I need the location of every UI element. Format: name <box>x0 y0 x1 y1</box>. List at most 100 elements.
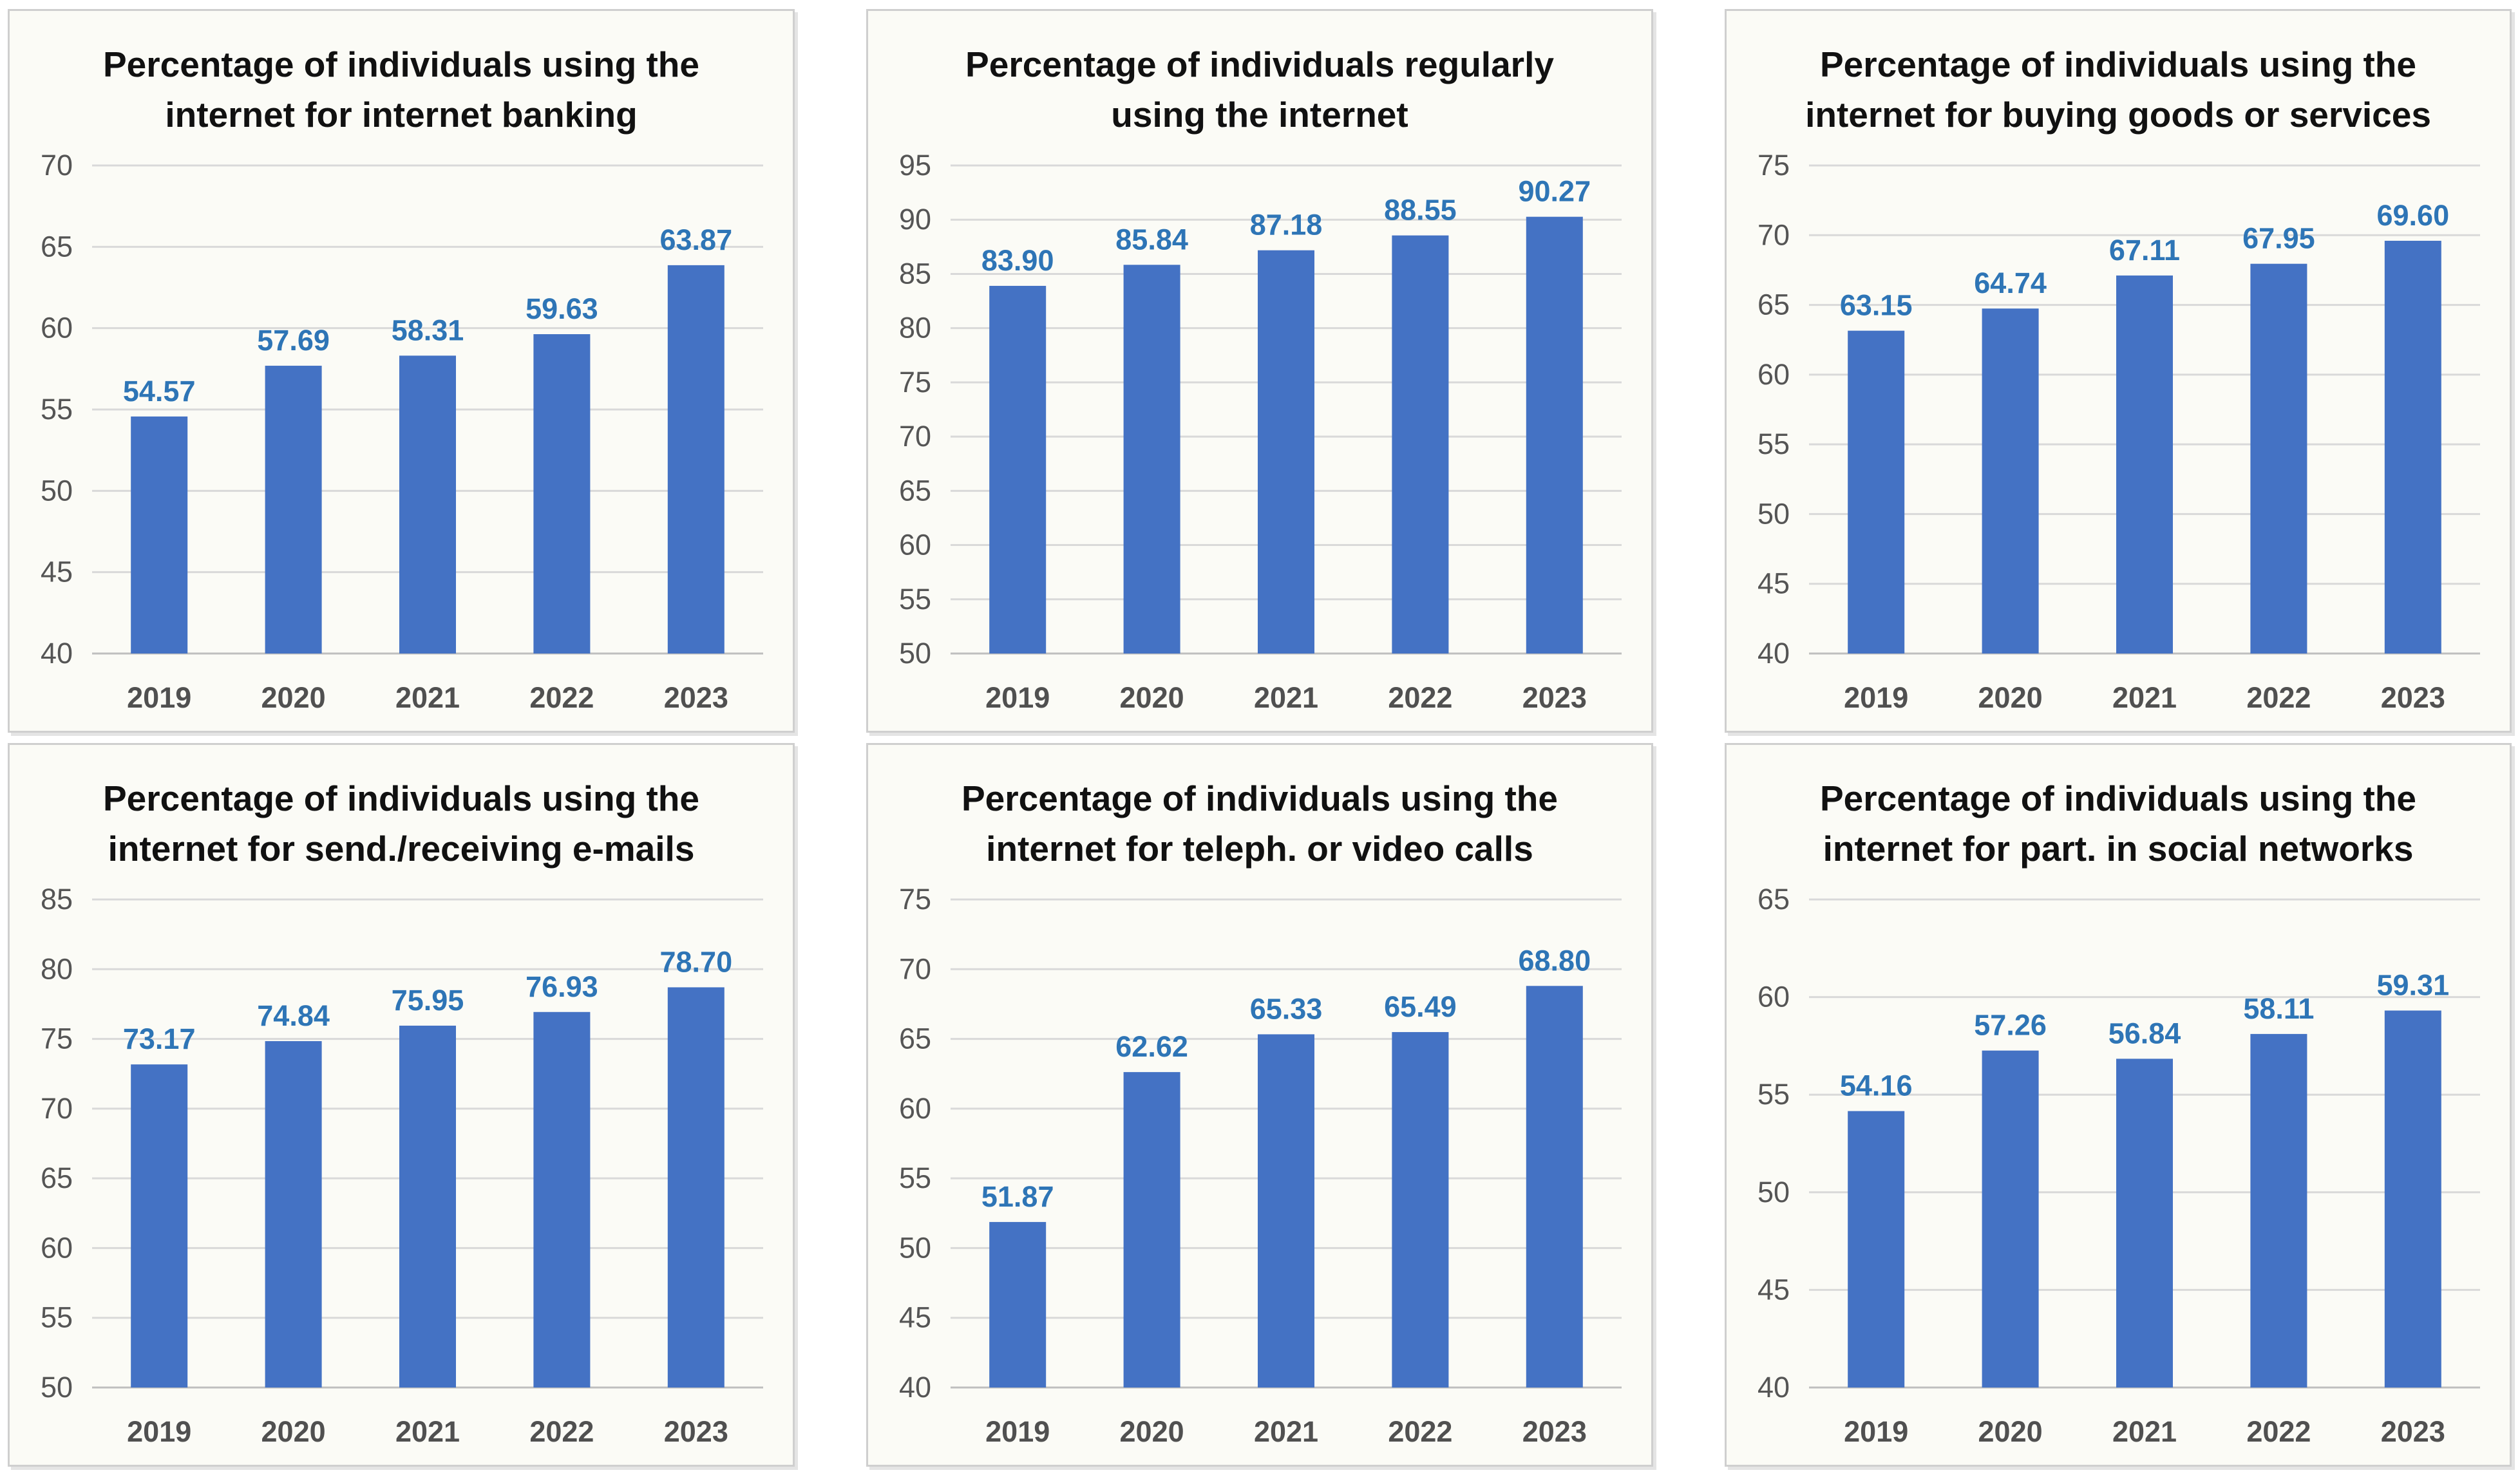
bar-2019 <box>131 1064 188 1388</box>
data-label-2019: 83.90 <box>981 244 1054 277</box>
bar-2021 <box>2116 1058 2173 1388</box>
chart-title: Percentage of individuals using the inte… <box>1752 773 2484 874</box>
y-tick-label: 50 <box>899 1231 931 1264</box>
x-tick-label-2022: 2022 <box>1388 681 1452 714</box>
chart-title-line-1: Percentage of individuals using the <box>961 778 1558 818</box>
x-tick-label-2019: 2019 <box>985 681 1050 714</box>
y-tick-label: 60 <box>899 1092 931 1125</box>
x-tick-label-2023: 2023 <box>2381 681 2445 714</box>
data-label-2023: 90.27 <box>1518 175 1591 208</box>
chart-title-line-1: Percentage of individuals using the <box>1819 778 2416 818</box>
data-label-2023: 68.80 <box>1518 944 1591 977</box>
data-label-2019: 54.57 <box>123 375 196 408</box>
chart-panel-social-networks: Percentage of individuals using the inte… <box>1725 743 2512 1467</box>
data-label-2023: 63.87 <box>659 223 732 256</box>
bar-2022 <box>2250 263 2307 654</box>
chart-title: Percentage of individuals using the inte… <box>1752 39 2484 140</box>
data-label-2021: 75.95 <box>392 984 464 1017</box>
bar-2023 <box>1526 216 1583 654</box>
bar-2019 <box>989 285 1047 654</box>
y-tick-label: 95 <box>899 149 931 182</box>
y-tick-label: 65 <box>899 1022 931 1055</box>
chart-panel-buying-goods: Percentage of individuals using the inte… <box>1725 9 2512 733</box>
chart-title-line-1: Percentage of individuals using the <box>1819 44 2416 84</box>
x-tick-label-2022: 2022 <box>529 681 594 714</box>
bar-chart-internet-banking: 40 45 50 55 60 65 70 54.57 2019 57.69 2020 58.31 202… <box>41 149 763 714</box>
bar-chart-social-networks: 40 45 50 55 60 65 54.16 2019 57.26 2020 56.84 2021 5… <box>1757 883 2480 1448</box>
y-tick-label: 60 <box>41 312 73 344</box>
chart-title-line-2: internet for send./receiving e-mails <box>108 829 695 869</box>
bar-2022 <box>533 334 591 654</box>
y-tick-label: 65 <box>1757 883 1790 916</box>
x-tick-label-2020: 2020 <box>1120 1415 1184 1448</box>
data-label-2021: 56.84 <box>2108 1017 2181 1049</box>
bar-2021 <box>399 355 456 654</box>
x-tick-label-2023: 2023 <box>664 681 728 714</box>
x-tick-label-2021: 2021 <box>1254 681 1318 714</box>
bar-2021 <box>2116 275 2173 654</box>
x-tick-label-2020: 2020 <box>261 681 326 714</box>
bar-2020 <box>1123 265 1180 654</box>
y-tick-label: 85 <box>899 257 931 290</box>
y-tick-label: 55 <box>41 393 73 426</box>
bar-2023 <box>2384 240 2441 654</box>
x-tick-label-2023: 2023 <box>664 1415 728 1448</box>
chart-panel-video-calls: Percentage of individuals using the inte… <box>866 743 1653 1467</box>
y-tick-label: 55 <box>41 1301 73 1334</box>
bar-2019 <box>989 1221 1047 1388</box>
y-tick-label: 50 <box>1757 1176 1790 1209</box>
chart-panel-internet-banking: Percentage of individuals using the inte… <box>8 9 795 733</box>
bar-2020 <box>265 366 322 654</box>
y-tick-label: 75 <box>899 366 931 399</box>
bar-chart-regular-internet-use: 50 55 60 65 70 75 80 85 90 95 83.90 2019 85.84 2020 87… <box>899 149 1622 714</box>
y-tick-label: 70 <box>1757 218 1790 251</box>
x-tick-label-2022: 2022 <box>2246 1415 2311 1448</box>
data-label-2022: 76.93 <box>526 970 598 1003</box>
data-label-2021: 67.11 <box>2109 234 2180 267</box>
data-label-2020: 57.69 <box>257 324 330 357</box>
data-label-2022: 65.49 <box>1384 990 1457 1023</box>
y-tick-label: 45 <box>1757 1273 1790 1306</box>
chart-title-line-1: Percentage of individuals using the <box>102 44 699 84</box>
bar-chart-emails: 50 55 60 65 70 75 80 85 73.17 2019 74.84 2020 75.95 2… <box>41 883 763 1448</box>
x-tick-label-2020: 2020 <box>1120 681 1184 714</box>
y-tick-label: 50 <box>41 474 73 507</box>
y-tick-label: 75 <box>1757 149 1790 182</box>
data-label-2022: 58.11 <box>2243 992 2314 1025</box>
data-label-2022: 88.55 <box>1384 194 1457 227</box>
x-tick-label-2021: 2021 <box>2112 1415 2177 1448</box>
x-tick-label-2021: 2021 <box>1254 1415 1318 1448</box>
y-tick-label: 60 <box>41 1231 73 1264</box>
y-tick-label: 75 <box>899 883 931 916</box>
x-tick-label-2021: 2021 <box>2112 681 2177 714</box>
chart-title-line-2: using the internet <box>1111 95 1408 135</box>
data-label-2019: 73.17 <box>123 1022 196 1055</box>
bar-chart-video-calls: 40 45 50 55 60 65 70 75 51.87 2019 62.62 2020 65.33 2… <box>899 883 1622 1448</box>
bar-2021 <box>399 1025 456 1388</box>
y-tick-label: 50 <box>41 1371 73 1404</box>
bar-2019 <box>131 416 188 654</box>
y-tick-label: 40 <box>41 637 73 670</box>
y-tick-label: 65 <box>41 230 73 263</box>
bar-2023 <box>667 987 725 1388</box>
data-label-2019: 54.16 <box>1840 1069 1913 1102</box>
y-tick-label: 45 <box>899 1301 931 1334</box>
x-tick-label-2023: 2023 <box>1522 681 1587 714</box>
bar-2022 <box>2250 1033 2307 1388</box>
y-tick-label: 60 <box>899 529 931 561</box>
y-tick-label: 70 <box>899 952 931 985</box>
y-tick-label: 50 <box>1757 497 1790 530</box>
y-tick-label: 60 <box>1757 981 1790 1013</box>
x-tick-label-2019: 2019 <box>1844 1415 1908 1448</box>
x-tick-label-2021: 2021 <box>395 1415 460 1448</box>
x-tick-label-2023: 2023 <box>2381 1415 2445 1448</box>
x-tick-label-2022: 2022 <box>529 1415 594 1448</box>
data-label-2023: 78.70 <box>659 945 732 978</box>
chart-panel-regular-internet-use: Percentage of individuals regularly usin… <box>866 9 1653 733</box>
y-tick-label: 55 <box>899 583 931 616</box>
bar-2020 <box>1982 1050 2039 1388</box>
chart-title-line-2: internet for internet banking <box>165 95 638 135</box>
y-tick-label: 80 <box>899 312 931 344</box>
data-label-2021: 58.31 <box>392 314 464 346</box>
chart-title-line-2: internet for buying goods or services <box>1805 95 2431 135</box>
